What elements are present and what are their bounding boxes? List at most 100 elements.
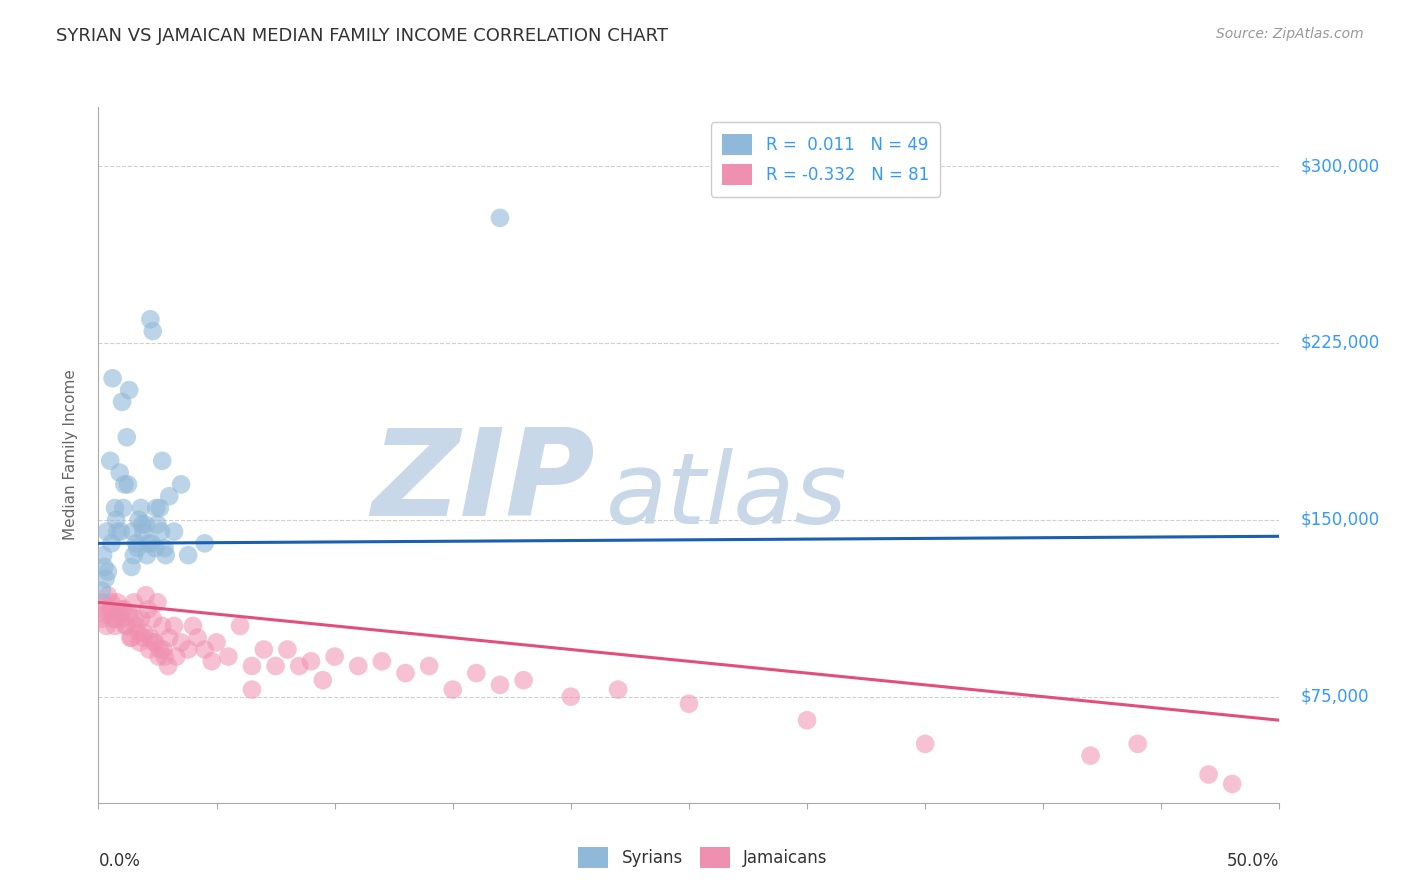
Point bbox=[229, 619, 252, 633]
Point bbox=[1080, 748, 1102, 763]
Point bbox=[143, 635, 166, 649]
Point bbox=[148, 649, 170, 664]
Point bbox=[150, 454, 173, 468]
Point bbox=[152, 642, 174, 657]
Point bbox=[157, 659, 180, 673]
Point bbox=[139, 312, 162, 326]
Point bbox=[489, 678, 512, 692]
Point bbox=[323, 649, 346, 664]
Point bbox=[170, 477, 193, 491]
Text: $150,000: $150,000 bbox=[1301, 511, 1379, 529]
Point bbox=[128, 513, 150, 527]
Point bbox=[141, 536, 163, 550]
Point bbox=[93, 560, 115, 574]
Point bbox=[121, 631, 143, 645]
Point bbox=[150, 524, 173, 539]
Point bbox=[118, 607, 141, 621]
Point bbox=[131, 517, 153, 532]
Point bbox=[157, 631, 180, 645]
Point bbox=[129, 500, 152, 515]
Point bbox=[105, 513, 128, 527]
Text: Source: ZipAtlas.com: Source: ZipAtlas.com bbox=[1216, 27, 1364, 41]
Point bbox=[105, 524, 128, 539]
Point bbox=[465, 666, 488, 681]
Point bbox=[187, 631, 209, 645]
Point bbox=[135, 517, 157, 532]
Point bbox=[142, 635, 165, 649]
Point bbox=[105, 595, 128, 609]
Point bbox=[149, 500, 172, 515]
Point bbox=[139, 631, 162, 645]
Point bbox=[110, 602, 132, 616]
Point bbox=[97, 565, 120, 579]
Point bbox=[205, 635, 228, 649]
Point bbox=[91, 583, 114, 598]
Text: 50.0%: 50.0% bbox=[1227, 852, 1279, 870]
Text: atlas: atlas bbox=[606, 448, 848, 545]
Point bbox=[607, 682, 630, 697]
Point bbox=[96, 619, 118, 633]
Point bbox=[512, 673, 534, 688]
Text: 0.0%: 0.0% bbox=[98, 852, 141, 870]
Point bbox=[117, 477, 139, 491]
Point bbox=[114, 619, 136, 633]
Point bbox=[104, 500, 127, 515]
Point bbox=[97, 588, 120, 602]
Point bbox=[108, 607, 131, 621]
Point bbox=[194, 536, 217, 550]
Point bbox=[122, 595, 145, 609]
Text: SYRIAN VS JAMAICAN MEDIAN FAMILY INCOME CORRELATION CHART: SYRIAN VS JAMAICAN MEDIAN FAMILY INCOME … bbox=[56, 27, 668, 45]
Text: $300,000: $300,000 bbox=[1301, 157, 1379, 175]
Point bbox=[105, 612, 128, 626]
Point bbox=[288, 659, 311, 673]
Point bbox=[136, 602, 159, 616]
Text: $75,000: $75,000 bbox=[1301, 688, 1369, 706]
Point bbox=[678, 697, 700, 711]
Point bbox=[240, 682, 263, 697]
Point bbox=[155, 548, 177, 562]
Point bbox=[121, 560, 143, 574]
Point bbox=[125, 536, 148, 550]
Point bbox=[560, 690, 582, 704]
Point bbox=[143, 541, 166, 555]
Point bbox=[125, 619, 148, 633]
Legend: R =  0.011   N = 49, R = -0.332   N = 81: R = 0.011 N = 49, R = -0.332 N = 81 bbox=[710, 122, 941, 197]
Point bbox=[276, 642, 298, 657]
Point bbox=[136, 536, 159, 550]
Point bbox=[101, 612, 124, 626]
Point bbox=[146, 517, 169, 532]
Point bbox=[134, 626, 156, 640]
Point bbox=[104, 619, 127, 633]
Point bbox=[100, 595, 122, 609]
Point bbox=[170, 635, 193, 649]
Point bbox=[112, 500, 135, 515]
Point bbox=[153, 541, 176, 555]
Point bbox=[91, 612, 114, 626]
Point bbox=[145, 500, 167, 515]
Point bbox=[112, 477, 135, 491]
Point bbox=[98, 602, 121, 616]
Point bbox=[128, 626, 150, 640]
Point bbox=[98, 454, 121, 468]
Point bbox=[135, 548, 157, 562]
Point bbox=[489, 211, 512, 225]
Point bbox=[149, 642, 172, 657]
Text: ZIP: ZIP bbox=[371, 425, 595, 541]
Point bbox=[914, 737, 936, 751]
Point bbox=[115, 619, 138, 633]
Point bbox=[112, 602, 135, 616]
Point bbox=[394, 666, 416, 681]
Point bbox=[94, 607, 117, 621]
Point bbox=[121, 524, 143, 539]
Point bbox=[132, 631, 155, 645]
Point bbox=[1198, 767, 1220, 781]
Point bbox=[181, 619, 204, 633]
Point bbox=[418, 659, 440, 673]
Legend: Syrians, Jamaicans: Syrians, Jamaicans bbox=[572, 840, 834, 875]
Y-axis label: Median Family Income: Median Family Income bbox=[63, 369, 77, 541]
Point bbox=[240, 659, 263, 673]
Point bbox=[163, 524, 186, 539]
Point bbox=[153, 649, 176, 664]
Point bbox=[91, 595, 114, 609]
Point bbox=[122, 548, 145, 562]
